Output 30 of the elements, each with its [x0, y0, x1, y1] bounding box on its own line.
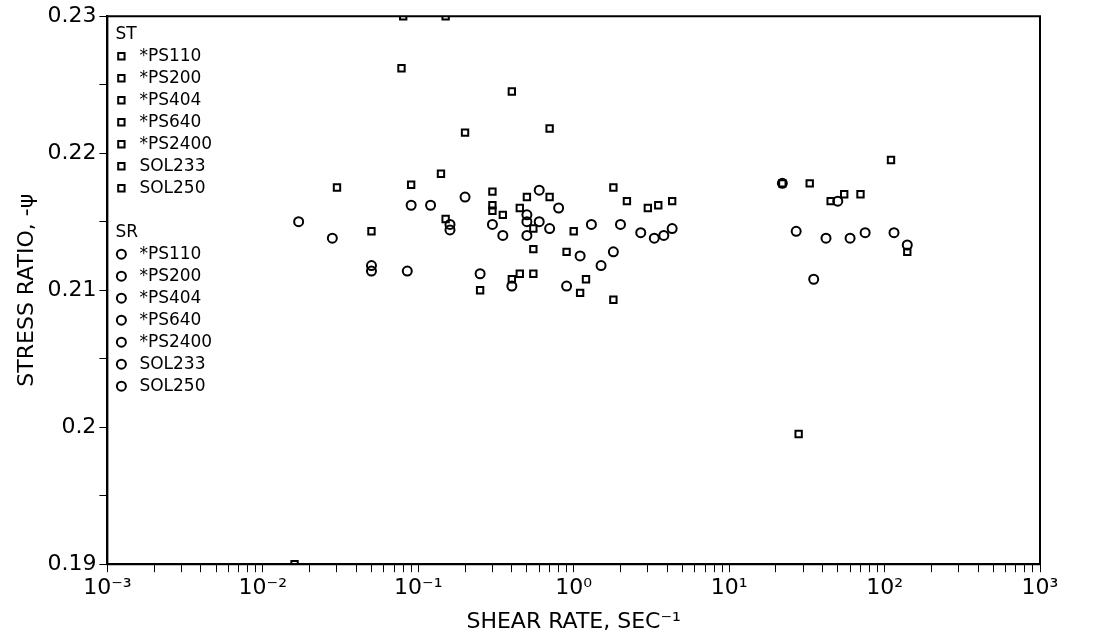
x-tick-label: 10⁰ [555, 574, 593, 600]
legend-label: SOL233 [139, 352, 206, 373]
x-axis-title: SHEAR RATE, SEC⁻¹ [466, 607, 681, 633]
legend-label: SOL250 [139, 176, 206, 197]
legend-label: *PS2400 [139, 330, 213, 351]
y-tick-label: 0.22 [47, 138, 97, 164]
x-tick-label: 10² [866, 574, 903, 600]
legend-label: *PS404 [139, 286, 202, 307]
y-axis-title: STRESS RATIO, -ψ [12, 193, 38, 387]
x-tick-label: 10³ [1021, 574, 1059, 600]
legend-label: *PS404 [139, 88, 202, 109]
x-tick-label: 10⁻² [238, 574, 288, 600]
legend-label: SOL250 [139, 374, 206, 395]
y-tick-label: 0.19 [47, 549, 97, 575]
y-tick-label: 0.23 [47, 1, 97, 27]
x-tick-label: 10⁻¹ [394, 574, 443, 600]
legend-label: *PS200 [139, 66, 202, 87]
y-tick-label: 0.21 [47, 275, 97, 301]
y-tick-label: 0.2 [61, 412, 97, 438]
legend-label: SOL233 [139, 154, 206, 175]
annotation: SR [115, 220, 139, 241]
legend-label: *PS2400 [139, 132, 213, 153]
legend-label: *PS200 [139, 264, 202, 285]
annotation: ST [115, 22, 138, 43]
x-tick-label: 10⁻³ [83, 574, 132, 600]
x-tick-label: 10¹ [710, 574, 748, 600]
legend-label: *PS640 [139, 308, 202, 329]
legend-label: *PS640 [139, 110, 202, 131]
legend-label: *PS110 [139, 242, 202, 263]
legend-label: *PS110 [139, 44, 202, 65]
